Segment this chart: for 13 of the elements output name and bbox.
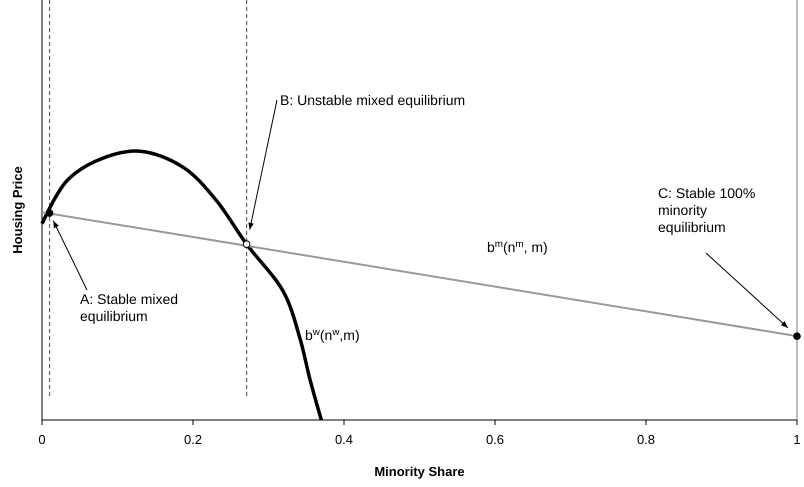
x-tick-label: 1 [793,432,801,447]
text: B: Unstable mixed equilibrium [280,92,466,108]
y-axis-title: Housing Price [10,166,25,254]
x-axis-title: Minority Share [374,464,465,479]
x-tick-label: 0.2 [184,432,202,447]
text: b$^{m}$(n$^{m}$, m) [487,238,548,255]
annotation: A: Stable mixed equilibrium [80,291,178,324]
annotation: C: Stable 100% minority equilibrium [658,185,756,235]
series-label: b$^{w}$(n$^{w}$,m) [305,326,360,343]
x-tick-label: 0.8 [636,432,656,447]
x-tick-label: 0.6 [486,432,504,447]
x-tick-label: 0 [38,432,46,447]
x-tick-label: 0.4 [334,432,354,447]
